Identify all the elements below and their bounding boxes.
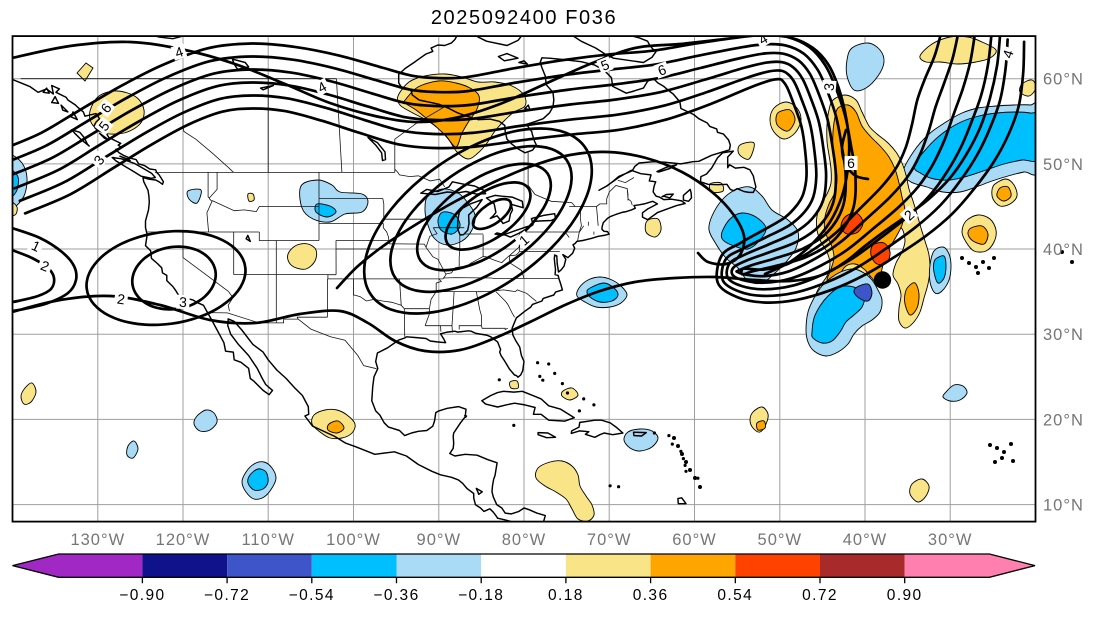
svg-text:90°W: 90°W	[417, 531, 462, 549]
svg-text:130°W: 130°W	[70, 531, 125, 549]
svg-text:−0.72: −0.72	[204, 587, 250, 604]
svg-text:2: 2	[116, 291, 126, 308]
svg-text:30°W: 30°W	[928, 531, 973, 549]
svg-text:3: 3	[179, 294, 188, 310]
svg-text:6: 6	[847, 155, 855, 171]
svg-text:−0.54: −0.54	[289, 587, 335, 604]
svg-text:0.18: 0.18	[548, 587, 584, 604]
svg-text:30°N: 30°N	[1043, 326, 1084, 344]
svg-text:−0.18: −0.18	[458, 587, 504, 604]
svg-text:110°W: 110°W	[241, 531, 294, 549]
svg-text:0.72: 0.72	[802, 587, 838, 604]
svg-text:0.36: 0.36	[633, 587, 669, 604]
svg-text:50°N: 50°N	[1043, 156, 1084, 174]
svg-text:0.90: 0.90	[887, 587, 923, 604]
svg-text:0.54: 0.54	[717, 587, 753, 604]
svg-text:80°W: 80°W	[502, 531, 547, 549]
svg-text:3: 3	[821, 82, 838, 91]
svg-text:120°W: 120°W	[156, 531, 211, 549]
svg-text:60°W: 60°W	[672, 531, 717, 549]
svg-text:4: 4	[756, 30, 771, 48]
svg-text:70°W: 70°W	[587, 531, 632, 549]
svg-text:−0.36: −0.36	[373, 587, 419, 604]
svg-text:20°N: 20°N	[1043, 411, 1084, 429]
svg-text:10°N: 10°N	[1043, 497, 1084, 515]
svg-text:−0.90: −0.90	[119, 587, 165, 604]
svg-text:60°N: 60°N	[1043, 71, 1084, 89]
svg-text:40°N: 40°N	[1043, 241, 1084, 259]
svg-text:2025092400 F036: 2025092400 F036	[431, 7, 617, 29]
svg-text:100°W: 100°W	[326, 531, 381, 549]
svg-text:40°W: 40°W	[843, 531, 888, 549]
svg-text:50°W: 50°W	[758, 531, 803, 549]
